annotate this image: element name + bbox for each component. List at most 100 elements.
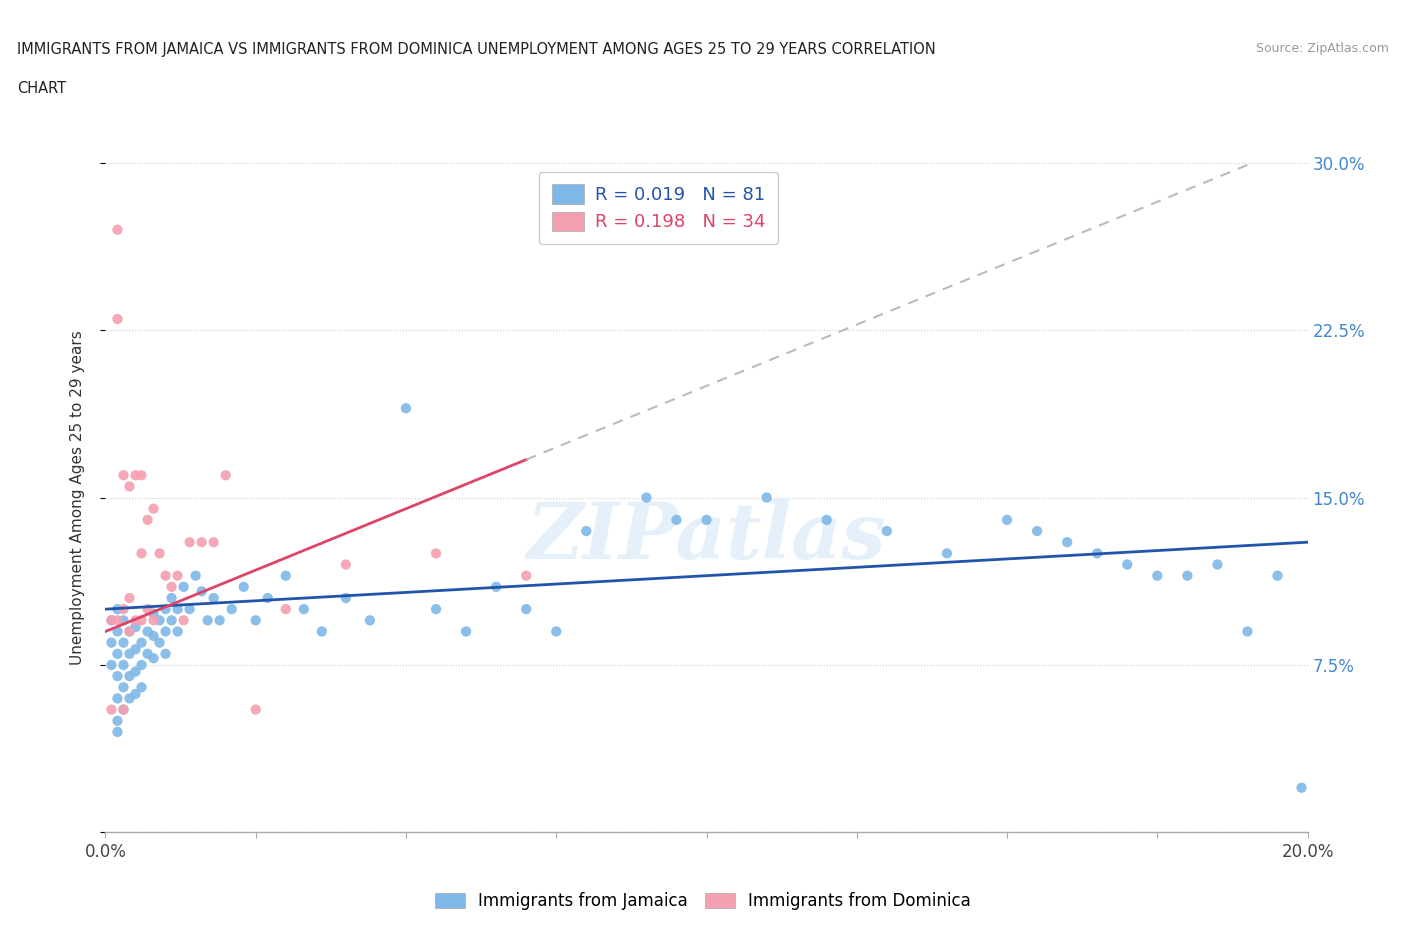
Point — [311, 624, 333, 639]
Point — [166, 624, 188, 639]
Point — [197, 613, 219, 628]
Point — [202, 535, 225, 550]
Point — [221, 602, 243, 617]
Point — [173, 579, 195, 594]
Point — [815, 512, 838, 527]
Point — [107, 669, 129, 684]
Point — [1236, 624, 1258, 639]
Point — [256, 591, 278, 605]
Point — [160, 613, 183, 628]
Point — [485, 579, 508, 594]
Point — [1267, 568, 1289, 583]
Point — [142, 501, 165, 516]
Y-axis label: Unemployment Among Ages 25 to 29 years: Unemployment Among Ages 25 to 29 years — [70, 330, 84, 665]
Point — [107, 713, 129, 728]
Point — [155, 646, 177, 661]
Point — [1291, 780, 1313, 795]
Point — [124, 619, 146, 634]
Legend: R = 0.019   N = 81, R = 0.198   N = 34: R = 0.019 N = 81, R = 0.198 N = 34 — [538, 172, 778, 244]
Text: Source: ZipAtlas.com: Source: ZipAtlas.com — [1256, 42, 1389, 55]
Point — [1026, 524, 1049, 538]
Text: ZIPatlas: ZIPatlas — [527, 499, 886, 576]
Point — [575, 524, 598, 538]
Point — [515, 602, 537, 617]
Point — [1206, 557, 1229, 572]
Point — [124, 664, 146, 679]
Point — [274, 568, 297, 583]
Point — [245, 702, 267, 717]
Point — [142, 629, 165, 644]
Point — [107, 613, 129, 628]
Point — [136, 602, 159, 617]
Point — [148, 635, 170, 650]
Point — [876, 524, 898, 538]
Point — [100, 613, 122, 628]
Point — [100, 613, 122, 628]
Point — [107, 222, 129, 237]
Point — [131, 613, 153, 628]
Point — [112, 702, 135, 717]
Point — [118, 624, 141, 639]
Point — [425, 546, 447, 561]
Point — [359, 613, 381, 628]
Point — [124, 468, 146, 483]
Point — [160, 591, 183, 605]
Point — [112, 635, 135, 650]
Point — [335, 557, 357, 572]
Point — [107, 602, 129, 617]
Point — [112, 468, 135, 483]
Point — [100, 635, 122, 650]
Point — [665, 512, 688, 527]
Point — [136, 646, 159, 661]
Point — [131, 546, 153, 561]
Point — [395, 401, 418, 416]
Point — [131, 658, 153, 672]
Point — [208, 613, 231, 628]
Point — [1146, 568, 1168, 583]
Point — [142, 613, 165, 628]
Point — [155, 624, 177, 639]
Point — [202, 591, 225, 605]
Point — [107, 646, 129, 661]
Point — [142, 651, 165, 666]
Point — [515, 568, 537, 583]
Point — [335, 591, 357, 605]
Point — [546, 624, 568, 639]
Point — [292, 602, 315, 617]
Point — [636, 490, 658, 505]
Point — [118, 591, 141, 605]
Point — [131, 635, 153, 650]
Point — [136, 624, 159, 639]
Point — [190, 584, 212, 599]
Point — [107, 724, 129, 739]
Point — [179, 602, 201, 617]
Point — [112, 602, 135, 617]
Point — [179, 535, 201, 550]
Point — [124, 686, 146, 701]
Point — [136, 512, 159, 527]
Point — [166, 568, 188, 583]
Point — [142, 606, 165, 621]
Text: IMMIGRANTS FROM JAMAICA VS IMMIGRANTS FROM DOMINICA UNEMPLOYMENT AMONG AGES 25 T: IMMIGRANTS FROM JAMAICA VS IMMIGRANTS FR… — [17, 42, 935, 57]
Point — [148, 546, 170, 561]
Point — [118, 691, 141, 706]
Point — [112, 613, 135, 628]
Point — [995, 512, 1018, 527]
Point — [107, 691, 129, 706]
Point — [118, 479, 141, 494]
Legend: Immigrants from Jamaica, Immigrants from Dominica: Immigrants from Jamaica, Immigrants from… — [429, 885, 977, 917]
Point — [100, 658, 122, 672]
Point — [155, 602, 177, 617]
Point — [155, 568, 177, 583]
Point — [274, 602, 297, 617]
Point — [118, 669, 141, 684]
Point — [118, 646, 141, 661]
Point — [245, 613, 267, 628]
Point — [118, 624, 141, 639]
Point — [1175, 568, 1198, 583]
Point — [166, 602, 188, 617]
Point — [214, 468, 236, 483]
Point — [107, 624, 129, 639]
Point — [1116, 557, 1139, 572]
Point — [148, 613, 170, 628]
